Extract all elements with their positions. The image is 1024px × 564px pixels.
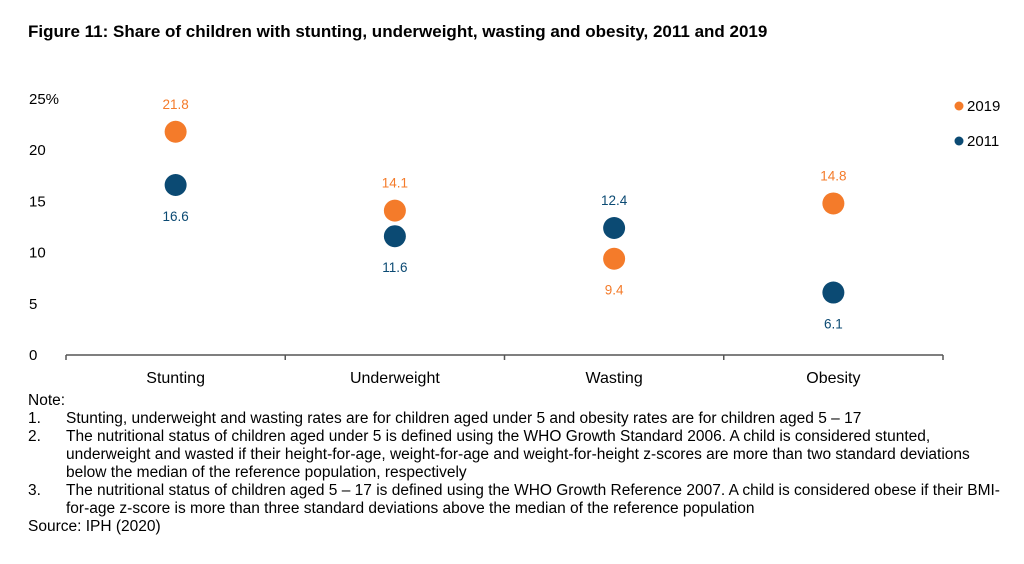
x-tick-label: Obesity bbox=[806, 370, 860, 387]
chart-title: Figure 11: Share of children with stunti… bbox=[28, 22, 768, 41]
legend-marker-2011 bbox=[954, 136, 964, 146]
data-label-2019: 9.4 bbox=[605, 283, 624, 298]
y-tick-label: 15 bbox=[29, 193, 46, 210]
notes-list: 1. Stunting, underweight and wasting rat… bbox=[28, 410, 1008, 518]
note-number: 3. bbox=[28, 482, 41, 499]
data-point-2011 bbox=[164, 174, 187, 197]
notes-section: Note: 1. Stunting, underweight and wasti… bbox=[28, 392, 1008, 536]
notes-heading: Note: bbox=[28, 392, 66, 409]
data-point-2019 bbox=[603, 247, 626, 270]
x-tick-label: Wasting bbox=[586, 370, 643, 387]
note-text: The nutritional status of children aged … bbox=[66, 428, 970, 481]
data-point-2019 bbox=[383, 199, 406, 222]
x-tick-label: Underweight bbox=[350, 370, 440, 387]
data-label-2019: 14.1 bbox=[382, 176, 408, 191]
data-point-2011 bbox=[383, 225, 406, 248]
data-point-2019 bbox=[822, 192, 845, 215]
y-tick-label: 0 bbox=[29, 347, 37, 364]
note-text: Stunting, underweight and wasting rates … bbox=[66, 410, 862, 427]
data-label-2011: 11.6 bbox=[382, 260, 407, 275]
legend-marker-2019 bbox=[954, 101, 964, 111]
note-number: 1. bbox=[28, 410, 41, 427]
dot-chart: 25% 20 15 10 5 0 Stunting Underweight Wasting Obe… bbox=[29, 91, 1000, 387]
note-item: 2. The nutritional status of children ag… bbox=[28, 428, 1008, 482]
y-tick-label: 10 bbox=[29, 245, 46, 262]
legend-label: 2011 bbox=[967, 133, 999, 150]
data-point-2011 bbox=[822, 281, 845, 304]
note-item: 1. Stunting, underweight and wasting rat… bbox=[28, 410, 1008, 428]
y-tick-label: 20 bbox=[29, 142, 46, 159]
data-point-2011 bbox=[603, 217, 626, 240]
source-line: Source: IPH (2020) bbox=[28, 518, 161, 535]
data-label-2019: 21.8 bbox=[162, 97, 188, 112]
y-tick-label: 25% bbox=[29, 91, 59, 108]
y-tick-label: 5 bbox=[29, 296, 37, 313]
data-label-2011: 12.4 bbox=[601, 193, 628, 208]
legend-label: 2019 bbox=[967, 98, 1000, 115]
note-item: 3. The nutritional status of children ag… bbox=[28, 482, 1008, 518]
data-label-2011: 6.1 bbox=[824, 317, 843, 332]
x-tick-label: Stunting bbox=[146, 370, 205, 387]
note-text: The nutritional status of children aged … bbox=[66, 482, 1000, 517]
data-label-2019: 14.8 bbox=[820, 168, 846, 183]
data-point-2019 bbox=[164, 120, 187, 143]
data-label-2011: 16.6 bbox=[162, 209, 188, 224]
note-number: 2. bbox=[28, 428, 41, 445]
